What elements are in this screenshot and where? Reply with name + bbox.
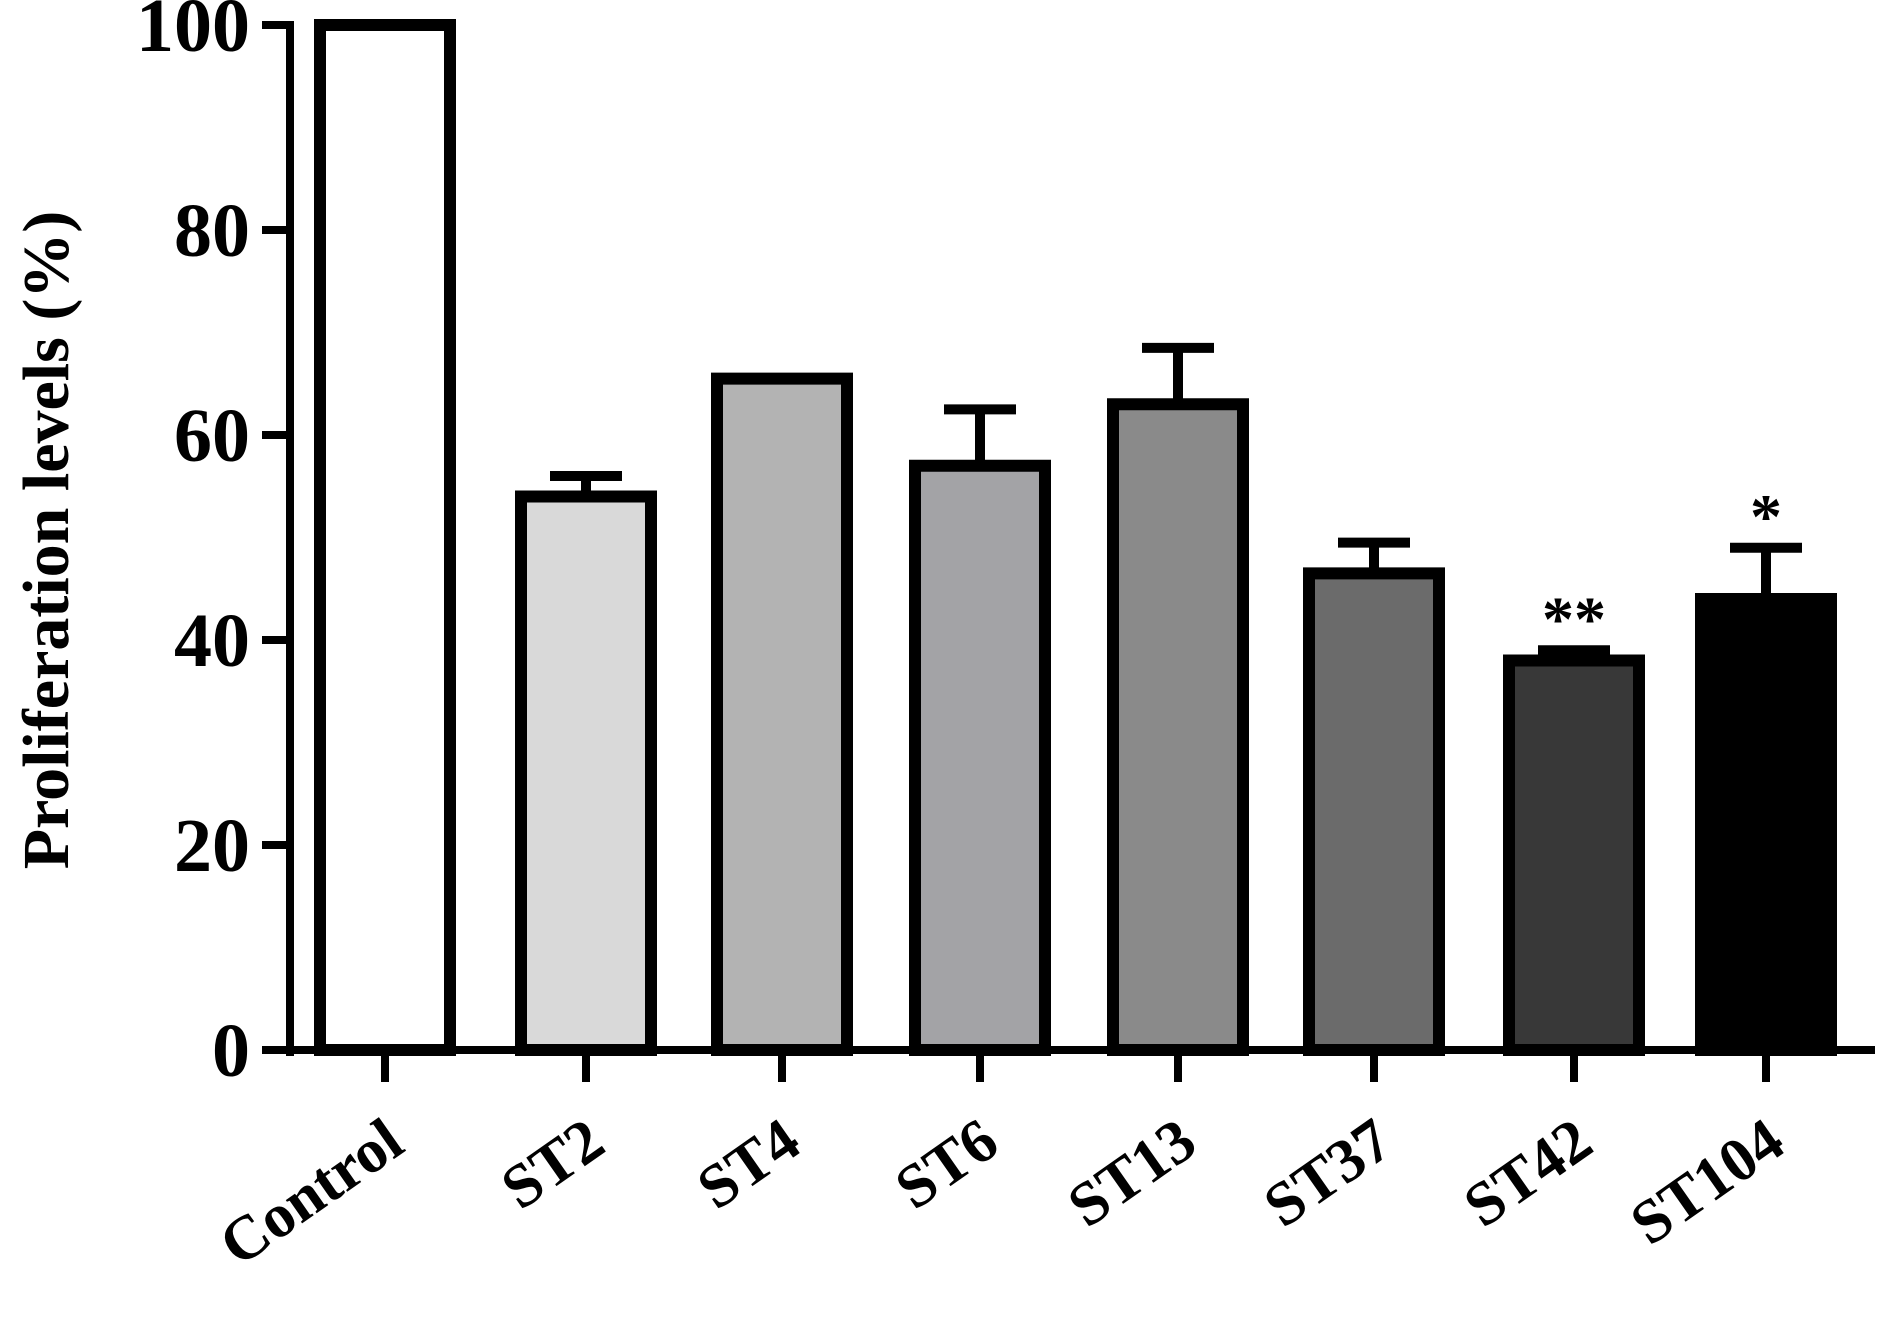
bar-st2 — [515, 490, 657, 1056]
axes-layer — [262, 21, 1875, 1082]
x-tick-label-st4: ST4 — [686, 1106, 813, 1223]
x-tick-label-st42: ST42 — [1452, 1106, 1604, 1241]
bar-st4 — [711, 372, 853, 1056]
x-tick-label-control: Control — [208, 1106, 415, 1280]
y-tick-label-60: 60 — [174, 394, 250, 478]
bar-st6 — [909, 459, 1051, 1056]
significance-label-st42: ** — [1542, 583, 1606, 654]
y-tick-label-20: 20 — [174, 804, 250, 888]
y-tick-label-80: 80 — [174, 189, 250, 273]
bar-st104 — [1695, 593, 1837, 1056]
bars-layer — [314, 19, 1837, 1056]
bar-st13 — [1107, 398, 1249, 1056]
x-tick-label-st104: ST104 — [1619, 1106, 1796, 1259]
bar-control — [314, 19, 456, 1056]
y-tick-label-40: 40 — [174, 599, 250, 683]
significance-label-st104: * — [1750, 481, 1782, 552]
y-tick-label-0: 0 — [212, 1009, 250, 1093]
x-tick-label-st2: ST2 — [490, 1106, 617, 1223]
x-tick-label-st13: ST13 — [1056, 1106, 1208, 1241]
bar-st37 — [1303, 567, 1445, 1056]
y-tick-label-100: 100 — [136, 0, 250, 68]
y-axis-label-group: Proliferation levels (%) — [10, 211, 83, 870]
x-tick-label-st6: ST6 — [884, 1106, 1011, 1223]
x-tick-label-st37: ST37 — [1252, 1106, 1404, 1241]
y-axis-label: Proliferation levels (%) — [10, 211, 83, 870]
bar-st42 — [1503, 654, 1645, 1056]
